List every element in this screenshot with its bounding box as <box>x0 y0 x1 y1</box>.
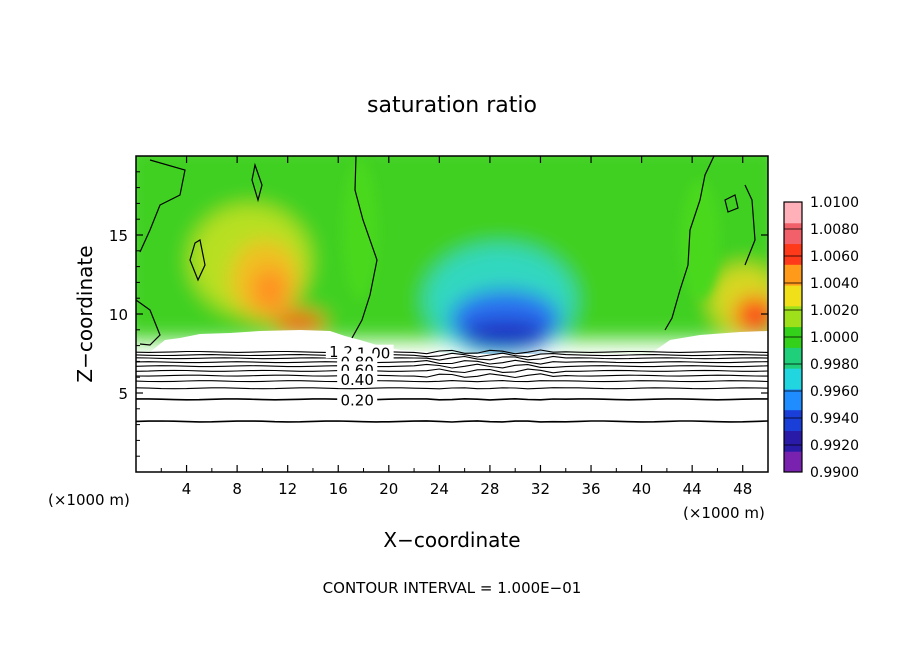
x-tick-label: 20 <box>379 480 398 498</box>
y-tick-label: 10 <box>109 306 128 324</box>
colorbar-label: 0.9920 <box>810 438 859 454</box>
x-tick-label: 4 <box>182 480 192 498</box>
y-tick-label: 15 <box>109 227 128 245</box>
colorbar-label: 1.0020 <box>810 303 859 319</box>
x-tick-label: 24 <box>430 480 449 498</box>
colorbar-label: 1.0100 <box>810 195 859 211</box>
colorbar-swatch <box>784 347 802 369</box>
colorbar-label: 1.0000 <box>810 330 859 346</box>
colorbar-swatch <box>784 305 802 328</box>
colorbar-label: 0.9900 <box>810 465 859 481</box>
colorbar-swatch <box>784 451 802 473</box>
x-unit-left: (×1000 m) <box>48 491 130 509</box>
x-tick-label: 36 <box>581 480 600 498</box>
colorbar-label: 0.9980 <box>810 357 859 373</box>
heatmap-field <box>136 156 768 472</box>
x-tick-label: 44 <box>683 480 702 498</box>
colorbar-swatch <box>784 388 802 411</box>
stable-contour-line <box>136 387 768 390</box>
field-red-right <box>735 297 768 333</box>
colorbar-label: 0.9940 <box>810 411 859 427</box>
colorbar-swatch <box>784 243 802 265</box>
field-darkblue-center <box>460 320 550 350</box>
contour-label: 0.40 <box>340 371 373 389</box>
colorbar-label: 1.0080 <box>810 222 859 238</box>
colorbar-label: 1.0040 <box>810 276 859 292</box>
contour-label-bg <box>337 370 378 386</box>
contour-interval-note: CONTOUR INTERVAL = 1.000E−01 <box>323 579 582 597</box>
stable-contour-line <box>136 359 768 365</box>
stable-contour-line <box>136 373 768 379</box>
colorbar-swatch <box>784 430 802 452</box>
contour-labels: 1.201.000.800.600.400.20 <box>325 343 394 409</box>
stable-contour-line <box>136 355 768 361</box>
stable-contour-line <box>136 397 768 401</box>
contour-label: 0.20 <box>340 391 373 409</box>
stable-contour-line <box>136 420 768 423</box>
x-axis-label: X−coordinate <box>383 528 520 552</box>
colorbar-label: 0.9960 <box>810 384 859 400</box>
stable-contour-line <box>136 349 768 355</box>
x-tick-label: 32 <box>531 480 550 498</box>
field-contour-2 <box>351 156 378 339</box>
field-contour-6 <box>136 299 161 346</box>
colorbar-swatch <box>784 285 802 307</box>
colorbar-swatch <box>784 409 802 431</box>
x-axis-ticks: 4 8 12 16 20 24 28 32 36 40 44 48 <box>160 156 752 498</box>
stable-contour-line <box>136 363 768 369</box>
field-green-tongue <box>342 160 378 300</box>
x-tick-label: 48 <box>733 480 752 498</box>
stable-contour-lines <box>136 349 768 423</box>
stable-contour-line <box>136 380 768 383</box>
field-red-left <box>275 312 325 332</box>
field-contour-3 <box>189 239 206 282</box>
colorbar-swatch <box>784 222 802 245</box>
field-green-right-tongue <box>680 180 720 300</box>
field-contour-1 <box>139 159 186 253</box>
x-tick-label: 40 <box>632 480 651 498</box>
stable-contour-line <box>136 368 768 374</box>
colorbar-swatch <box>784 202 802 224</box>
y-tick-label: 5 <box>118 385 128 403</box>
x-unit-right: (×1000 m) <box>683 504 765 522</box>
x-tick-label: 12 <box>278 480 297 498</box>
chart-title: saturation ratio <box>367 93 537 118</box>
colorbar: 1.0100 1.0080 1.0060 1.0040 1.0020 1.0000 0.99… <box>783 195 859 481</box>
x-tick-label: 28 <box>480 480 499 498</box>
colorbar-label: 1.0060 <box>810 249 859 265</box>
field-warm-left-core <box>252 268 288 312</box>
colorbar-swatch <box>784 264 802 286</box>
x-tick-label: 16 <box>329 480 348 498</box>
field-contour-4 <box>664 156 715 331</box>
x-tick-label: 8 <box>232 480 242 498</box>
field-contour-8 <box>744 184 756 266</box>
y-axis-label: Z−coordinate <box>73 245 97 382</box>
stable-contour-line <box>136 352 768 358</box>
colorbar-swatch <box>784 368 802 390</box>
field-contour-5 <box>724 194 739 213</box>
y-axis-ticks: 5 10 15 <box>109 171 768 457</box>
field-contour-7 <box>251 162 263 203</box>
contour-label-bg <box>337 391 378 407</box>
